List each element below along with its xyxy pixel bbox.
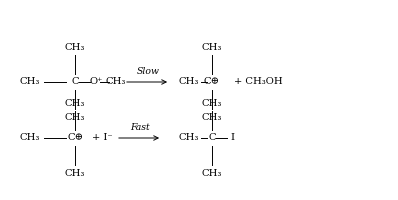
Text: CH₃: CH₃ [202, 168, 222, 178]
Text: O⁺: O⁺ [89, 77, 103, 86]
Text: C: C [71, 77, 79, 86]
Text: CH₃: CH₃ [179, 77, 199, 86]
Text: CH₃: CH₃ [65, 43, 85, 51]
Text: + I⁻: + I⁻ [92, 134, 112, 142]
Text: CH₃: CH₃ [20, 134, 40, 142]
Text: C⊕: C⊕ [204, 77, 220, 86]
Text: CH₃: CH₃ [20, 77, 40, 86]
Text: I: I [230, 134, 234, 142]
Text: CH₃: CH₃ [179, 134, 199, 142]
Text: CH₃: CH₃ [202, 112, 222, 121]
Text: CH₃: CH₃ [65, 168, 85, 178]
Text: C⊕: C⊕ [67, 134, 83, 142]
Text: CH₃: CH₃ [65, 98, 85, 108]
Text: CH₃: CH₃ [65, 112, 85, 121]
Text: Fast: Fast [130, 123, 150, 132]
Text: CH₃: CH₃ [106, 77, 126, 86]
Text: CH₃: CH₃ [202, 98, 222, 108]
Text: CH₃: CH₃ [202, 43, 222, 51]
Text: Slow: Slow [137, 68, 160, 76]
Text: C: C [208, 134, 216, 142]
Text: + CH₃OH: + CH₃OH [234, 77, 282, 86]
